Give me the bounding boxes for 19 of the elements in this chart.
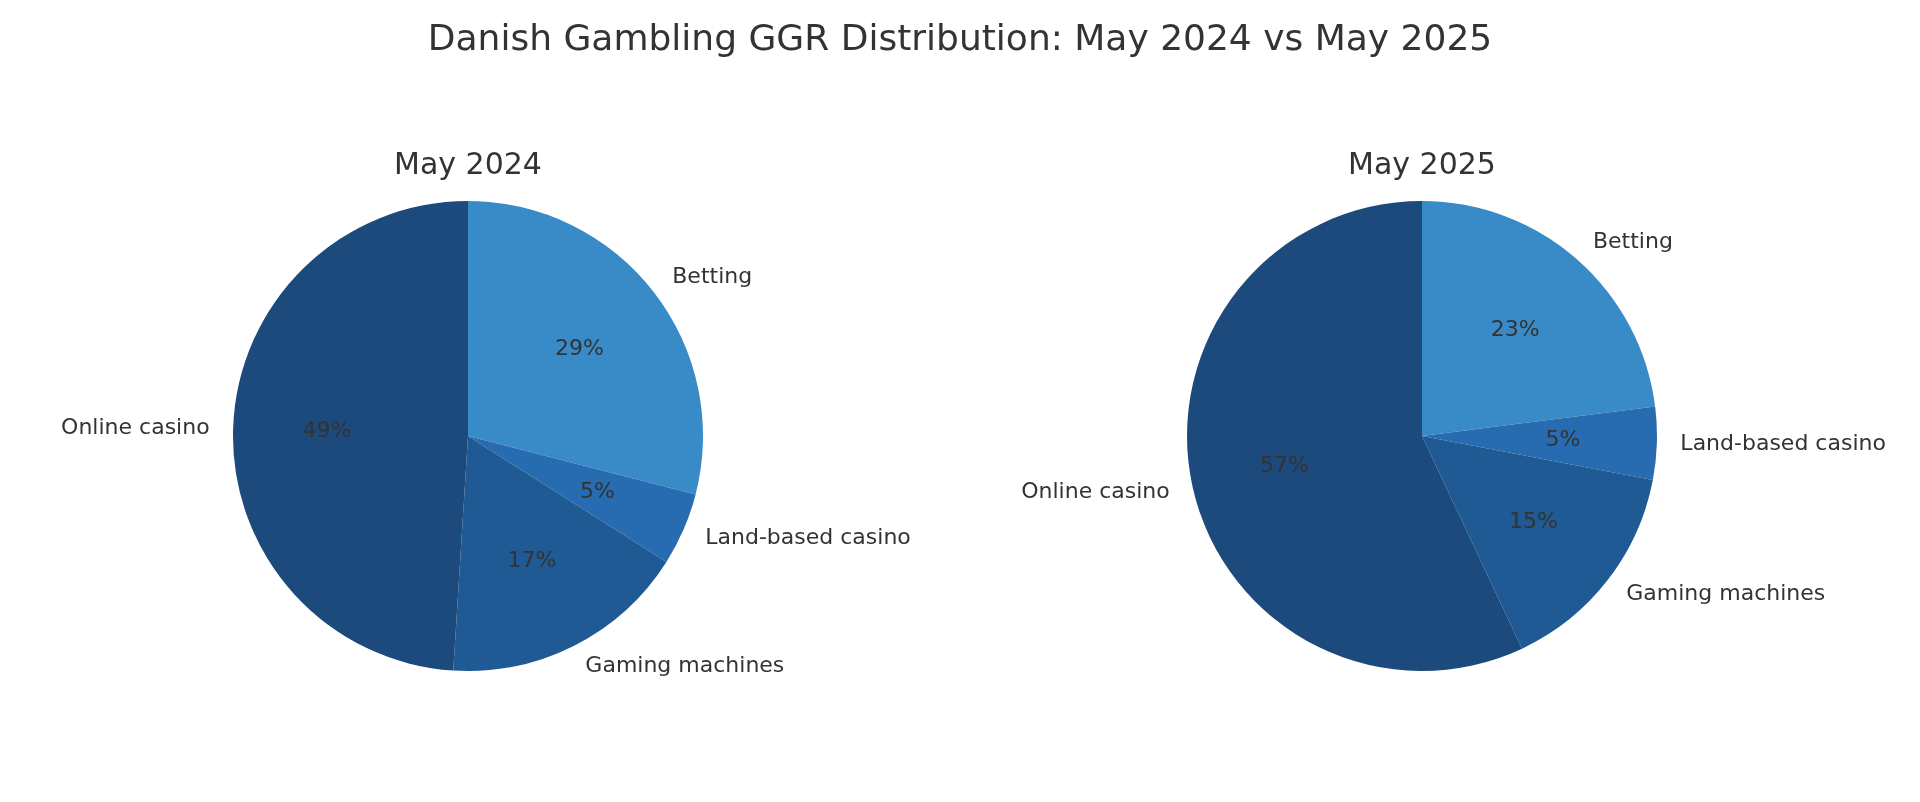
slice-label: Land-based casino bbox=[705, 524, 911, 550]
data-label: 5% bbox=[1545, 426, 1581, 452]
slice-label: Gaming machines bbox=[585, 652, 785, 678]
slice-label: Land-based casino bbox=[1680, 429, 1886, 455]
chart-title: May 2025 bbox=[1348, 145, 1496, 181]
chart-title: Danish Gambling GGR Distribution: May 2024 vs May 2025 bbox=[426, 16, 1494, 60]
data-label: 17% bbox=[507, 547, 557, 573]
data-label: 49% bbox=[302, 417, 352, 443]
data-label: 23% bbox=[1490, 315, 1540, 341]
slice-label: Betting bbox=[1592, 227, 1673, 253]
slice-label: Gaming machines bbox=[1626, 580, 1826, 606]
data-label: 5% bbox=[579, 477, 615, 503]
slice-label: Betting bbox=[672, 263, 753, 289]
data-label: 29% bbox=[554, 335, 604, 361]
slice-label: Online casino bbox=[61, 413, 210, 439]
data-label: 15% bbox=[1508, 508, 1558, 534]
slice-label: Online casino bbox=[1021, 478, 1170, 504]
chart-subtitle: May 2024 bbox=[394, 145, 542, 181]
data-label: 57% bbox=[1259, 452, 1309, 478]
